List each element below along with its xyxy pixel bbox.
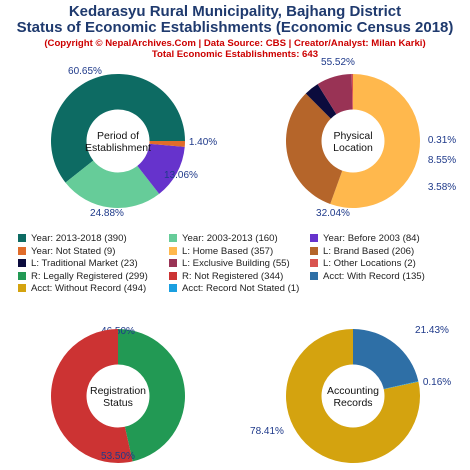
legend-item: Acct: Record Not Stated (1): [169, 283, 299, 294]
pie-slice: [148, 141, 185, 147]
legend-swatch: [18, 284, 26, 292]
donut-hole: [321, 364, 385, 428]
slice-percent-label: 32.04%: [316, 208, 350, 219]
chart-title: Kedarasyu Rural Municipality, Bajhang Di…: [68, 3, 402, 20]
legend-label: Year: 2003-2013 (160): [182, 233, 278, 244]
legend-swatch: [169, 234, 177, 242]
legend-swatch: [18, 259, 26, 267]
slice-percent-label: 24.88%: [90, 208, 124, 219]
slice-percent-label: 55.52%: [321, 57, 355, 68]
slice-percent-label: 13.06%: [164, 170, 198, 181]
legend-item: R: Legally Registered (299): [18, 271, 148, 282]
pie-slice: [286, 93, 343, 205]
legend-item: Year: 2013-2018 (390): [18, 233, 127, 244]
legend-label: Acct: With Record (135): [323, 270, 425, 282]
legend-item: L: Home Based (357): [169, 246, 273, 257]
pie-slice: [351, 74, 353, 111]
legend-item: Acct: Without Record (494): [18, 283, 146, 294]
donut-hole: [321, 109, 385, 173]
donut-hole: [86, 109, 150, 173]
legend-label: R: Not Registered (344): [182, 270, 284, 282]
total-count: Total Economic Establishments: 643: [151, 49, 319, 60]
legend-label: L: Brand Based (206): [323, 245, 415, 257]
donut-center-label: Location: [333, 142, 373, 154]
legend-item: Acct: With Record (135): [310, 271, 425, 282]
legend-label: Year: 2013-2018 (390): [31, 233, 127, 244]
legend-label: L: Home Based (357): [182, 245, 274, 257]
slice-percent-label: 0.31%: [428, 135, 456, 146]
legend-swatch: [310, 271, 318, 280]
donut-center-label: Registration: [90, 385, 146, 397]
chart-subtitle: Status of Economic Establishments (Econo…: [16, 19, 454, 36]
donut-center-label: Period of: [97, 130, 139, 142]
pie-slice: [317, 74, 353, 115]
legend-label: R: Legally Registered (299): [31, 270, 148, 282]
pie-slice: [286, 329, 420, 463]
pie-slice: [51, 74, 185, 183]
pie-slice: [118, 329, 185, 462]
donut-center-label: Accounting: [327, 385, 379, 397]
donut-center-label: Physical: [333, 130, 372, 142]
slice-percent-label: 78.41%: [250, 426, 284, 437]
slice-percent-label: 53.50%: [101, 451, 135, 462]
legend-swatch: [18, 271, 26, 280]
donut-center-label: Establishment: [85, 142, 151, 154]
pie-slice: [305, 84, 337, 119]
donut-center-label: Records: [333, 397, 372, 409]
legend-swatch: [18, 246, 26, 255]
slice-percent-label: 3.58%: [428, 182, 456, 193]
slice-percent-label: 1.40%: [189, 137, 217, 148]
slice-percent-label: 21.43%: [415, 325, 449, 336]
legend-swatch: [310, 246, 318, 255]
legend-item: L: Exclusive Building (55): [169, 258, 290, 269]
slice-percent-label: 60.65%: [68, 66, 102, 77]
donut-center-label: Status: [103, 397, 133, 409]
legend-item: R: Not Registered (344): [169, 271, 283, 282]
legend-label: L: Other Locations (2): [323, 258, 416, 269]
legend-swatch: [310, 259, 318, 267]
pie-slice: [330, 74, 421, 209]
legend-swatch: [169, 284, 177, 292]
legend-item: L: Brand Based (206): [310, 246, 414, 257]
legend-item: Year: Not Stated (9): [18, 246, 115, 257]
donut-hole: [86, 364, 150, 428]
slice-percent-label: 0.16%: [423, 377, 451, 388]
legend-swatch: [169, 259, 177, 267]
legend-label: Year: Not Stated (9): [31, 245, 116, 257]
pie-slice: [383, 381, 419, 390]
legend-swatch: [169, 246, 177, 255]
legend-swatch: [18, 234, 26, 242]
slice-percent-label: 8.55%: [428, 155, 456, 166]
legend-label: Acct: Without Record (494): [31, 283, 147, 294]
legend-item: Year: 2003-2013 (160): [169, 233, 278, 244]
legend-label: Acct: Record Not Stated (1): [182, 283, 300, 294]
legend-swatch: [169, 271, 177, 280]
pie-slice: [137, 143, 185, 194]
legend-label: Year: Before 2003 (84): [323, 233, 420, 244]
legend-item: L: Traditional Market (23): [18, 258, 138, 269]
legend-item: Year: Before 2003 (84): [310, 233, 420, 244]
pie-slice: [50, 329, 133, 463]
legend-swatch: [310, 234, 318, 242]
legend-label: L: Exclusive Building (55): [182, 258, 290, 269]
pie-slice: [353, 329, 419, 390]
slice-percent-label: 46.50%: [101, 326, 135, 337]
legend-label: L: Traditional Market (23): [31, 258, 138, 269]
pie-slice: [65, 160, 160, 208]
copyright-note: (Copyright © NepalArchives.Com | Data So…: [44, 38, 426, 49]
legend-item: L: Other Locations (2): [310, 258, 416, 269]
